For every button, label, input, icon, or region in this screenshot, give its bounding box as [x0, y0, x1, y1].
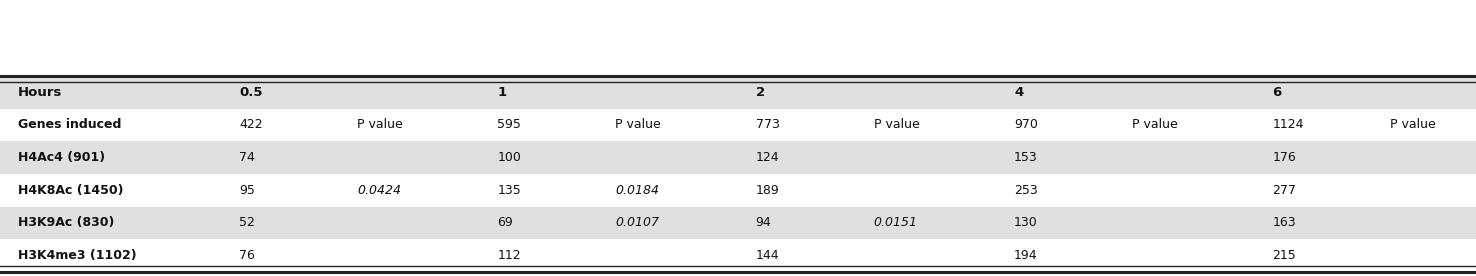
Text: 112: 112 — [497, 249, 521, 262]
Text: 422: 422 — [239, 118, 263, 131]
Text: 52: 52 — [239, 216, 255, 229]
Text: 0.0424: 0.0424 — [357, 184, 401, 197]
Text: 2: 2 — [756, 86, 765, 99]
Text: 189: 189 — [756, 184, 779, 197]
Text: 144: 144 — [756, 249, 779, 262]
Text: 277: 277 — [1272, 184, 1296, 197]
Text: Genes induced: Genes induced — [18, 118, 121, 131]
Text: H3K9Ac (830): H3K9Ac (830) — [18, 216, 114, 229]
Text: 69: 69 — [497, 216, 514, 229]
Text: 135: 135 — [497, 184, 521, 197]
Text: 1124: 1124 — [1272, 118, 1303, 131]
Text: 124: 124 — [756, 151, 779, 164]
Text: 153: 153 — [1014, 151, 1038, 164]
Text: H4Ac4 (901): H4Ac4 (901) — [18, 151, 105, 164]
Text: 1: 1 — [497, 86, 506, 99]
Text: 253: 253 — [1014, 184, 1038, 197]
Text: 176: 176 — [1272, 151, 1296, 164]
Text: P value: P value — [1132, 118, 1178, 131]
Text: 76: 76 — [239, 249, 255, 262]
Text: 74: 74 — [239, 151, 255, 164]
Text: P value: P value — [874, 118, 920, 131]
Text: 194: 194 — [1014, 249, 1038, 262]
Text: 0.5: 0.5 — [239, 86, 263, 99]
Text: 94: 94 — [756, 216, 772, 229]
Text: 163: 163 — [1272, 216, 1296, 229]
Text: H4K8Ac (1450): H4K8Ac (1450) — [18, 184, 123, 197]
Text: 100: 100 — [497, 151, 521, 164]
Text: P value: P value — [615, 118, 661, 131]
Text: Hours: Hours — [18, 86, 62, 99]
Text: 773: 773 — [756, 118, 779, 131]
Text: P value: P value — [1390, 118, 1436, 131]
Text: P value: P value — [357, 118, 403, 131]
Text: 0.0151: 0.0151 — [874, 216, 918, 229]
Text: 6: 6 — [1272, 86, 1281, 99]
Text: 0.0107: 0.0107 — [615, 216, 660, 229]
Text: 0.0184: 0.0184 — [615, 184, 660, 197]
Text: 95: 95 — [239, 184, 255, 197]
Text: 215: 215 — [1272, 249, 1296, 262]
Text: 970: 970 — [1014, 118, 1038, 131]
Text: 595: 595 — [497, 118, 521, 131]
Text: 4: 4 — [1014, 86, 1023, 99]
Text: H3K4me3 (1102): H3K4me3 (1102) — [18, 249, 136, 262]
Text: 130: 130 — [1014, 216, 1038, 229]
